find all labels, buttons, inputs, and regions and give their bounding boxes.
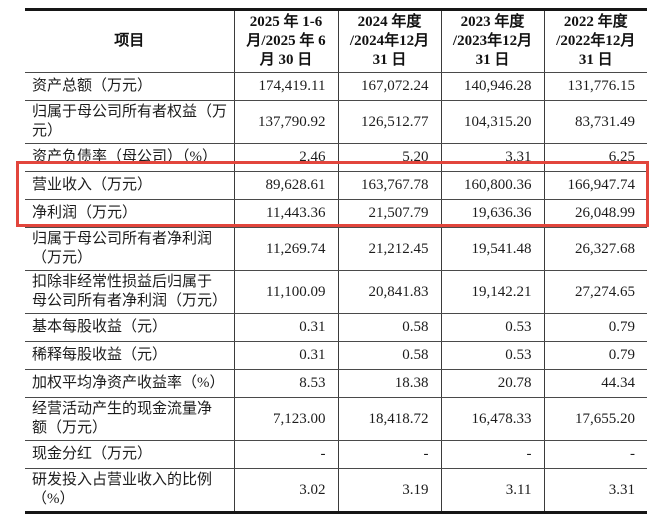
row-label: 研发投入占营业收入的比例 （%） xyxy=(32,472,213,507)
row-label: 现金分红（万元） xyxy=(25,440,234,469)
row-value: 27,274.65 xyxy=(543,270,647,314)
row-value: 8.53 xyxy=(233,369,338,398)
table-row: 净利润（万元） 11,443.36 21,507.79 19,636.36 26,048… xyxy=(25,199,647,228)
row-label: 资产负债率（母公司）（%） xyxy=(25,143,234,172)
row-value: 6.25 xyxy=(543,143,647,172)
row-value: 5.20 xyxy=(337,143,441,172)
column-header-item: 项目 xyxy=(25,11,234,73)
row-value: 26,327.68 xyxy=(543,227,647,271)
row-value: 16,478.33 xyxy=(440,397,544,441)
row-value: 18.38 xyxy=(337,369,441,398)
row-value: 3.31 xyxy=(440,143,544,172)
row-value: - xyxy=(337,440,441,469)
row-value: 0.79 xyxy=(543,313,647,342)
row-value: 19,142.21 xyxy=(440,270,544,314)
row-value: 137,790.92 xyxy=(233,100,338,144)
row-value: 0.31 xyxy=(233,313,338,342)
row-value: 20.78 xyxy=(440,369,544,398)
table-row: 稀释每股收益（元） 0.31 0.58 0.53 0.79 xyxy=(25,341,647,370)
row-value: 19,541.48 xyxy=(440,227,544,271)
row-value: 0.58 xyxy=(337,313,441,342)
row-value: 131,776.15 xyxy=(543,72,647,101)
table-row: 经营活动产生的现金流量净 额（万元） 7,123.00 18,418.72 16,47… xyxy=(25,397,647,441)
row-value: 140,946.28 xyxy=(440,72,544,101)
row-label: 经营活动产生的现金流量净 额（万元） xyxy=(25,397,234,441)
row-label: 稀释每股收益（元） xyxy=(25,341,234,370)
table-row: 扣除非经常性损益后归属于 母公司所有者净利润（万元） 11,100.09 20,84… xyxy=(25,270,647,314)
row-value: 44.34 xyxy=(543,369,647,398)
row-value: 3.31 xyxy=(543,468,647,511)
row-value: 21,212.45 xyxy=(337,227,441,271)
table-body: 资产总额（万元） 174,419.11 167,072.24 140,946.28 13… xyxy=(25,72,647,511)
table-row: 归属于母公司所有者净利润 （万元） 11,269.74 21,212.45 19,54… xyxy=(25,227,647,271)
row-value: 17,655.20 xyxy=(543,397,647,441)
row-value: 3.02 xyxy=(233,468,338,511)
row-label: 基本每股收益（元） xyxy=(25,313,234,342)
column-header-period-2023: 2023 年度 /2023年12月 31 日 xyxy=(440,11,544,73)
table-row: 研发投入占营业收入的比例 （%） 3.02 3.19 3.11 3.31 xyxy=(25,468,647,511)
row-value: 0.79 xyxy=(543,341,647,370)
row-value: 3.19 xyxy=(337,468,441,511)
row-value: 26,048.99 xyxy=(543,199,647,228)
row-value: 0.53 xyxy=(440,313,544,342)
column-header-period-2024: 2024 年度 /2024年12月 31 日 xyxy=(337,11,441,73)
row-value: 0.31 xyxy=(233,341,338,370)
row-value: 19,636.36 xyxy=(440,199,544,228)
row-value: 11,443.36 xyxy=(233,199,338,228)
row-value: 18,418.72 xyxy=(337,397,441,441)
table-row: 归属于母公司所有者权益（万 元） 137,790.92 126,512.77 104,… xyxy=(25,100,647,144)
column-header-period-2022: 2022 年度 /2022年12月 31 日 xyxy=(543,11,647,73)
row-value: 11,100.09 xyxy=(233,270,338,314)
row-value: 7,123.00 xyxy=(233,397,338,441)
table-row: 现金分红（万元） - - - - xyxy=(25,440,647,469)
table: 项目 2025 年 1-6 月/2025 年 6 月 30 日 2024 年度 … xyxy=(25,11,647,511)
row-value: 166,947.74 xyxy=(543,171,647,200)
row-value: - xyxy=(543,440,647,469)
table-row: 营业收入（万元） 89,628.61 163,767.78 160,800.36 166… xyxy=(25,171,647,200)
row-label: 扣除非经常性损益后归属于 母公司所有者净利润（万元） xyxy=(25,270,234,314)
row-label: 归属于母公司所有者净利润 （万元） xyxy=(25,227,234,271)
row-value: 167,072.24 xyxy=(337,72,441,101)
row-value: 20,841.83 xyxy=(337,270,441,314)
row-value: 0.58 xyxy=(337,341,441,370)
row-value: 0.53 xyxy=(440,341,544,370)
row-value: 11,269.74 xyxy=(233,227,338,271)
row-value: - xyxy=(233,440,338,469)
row-value: 160,800.36 xyxy=(440,171,544,200)
row-value: 104,315.20 xyxy=(440,100,544,144)
row-value: 21,507.79 xyxy=(337,199,441,228)
row-value: 163,767.78 xyxy=(337,171,441,200)
row-value: 3.11 xyxy=(440,468,544,511)
row-label: 净利润（万元） xyxy=(25,199,234,228)
row-value: 126,512.77 xyxy=(337,100,441,144)
row-value: 89,628.61 xyxy=(233,171,338,200)
row-label: 营业收入（万元） xyxy=(25,171,234,200)
financial-metrics-table: 项目 2025 年 1-6 月/2025 年 6 月 30 日 2024 年度 … xyxy=(25,8,647,514)
row-value: 2.46 xyxy=(233,143,338,172)
row-label: 加权平均净资产收益率（%） xyxy=(25,369,234,398)
row-label: 归属于母公司所有者权益（万 元） xyxy=(25,100,234,144)
row-value: - xyxy=(440,440,544,469)
table-row: 加权平均净资产收益率（%） 8.53 18.38 20.78 44.34 xyxy=(25,369,647,398)
row-value: 83,731.49 xyxy=(543,100,647,144)
column-header-period-2025: 2025 年 1-6 月/2025 年 6 月 30 日 xyxy=(233,11,338,73)
table-row: 基本每股收益（元） 0.31 0.58 0.53 0.79 xyxy=(25,313,647,342)
row-value: 174,419.11 xyxy=(233,72,338,101)
row-label: 资产总额（万元） xyxy=(25,72,234,101)
table-row: 资产总额（万元） 174,419.11 167,072.24 140,946.28 13… xyxy=(25,72,647,101)
table-row: 资产负债率（母公司）（%） 2.46 5.20 3.31 6.25 xyxy=(25,143,647,172)
table-header-row: 项目 2025 年 1-6 月/2025 年 6 月 30 日 2024 年度 … xyxy=(25,11,647,73)
